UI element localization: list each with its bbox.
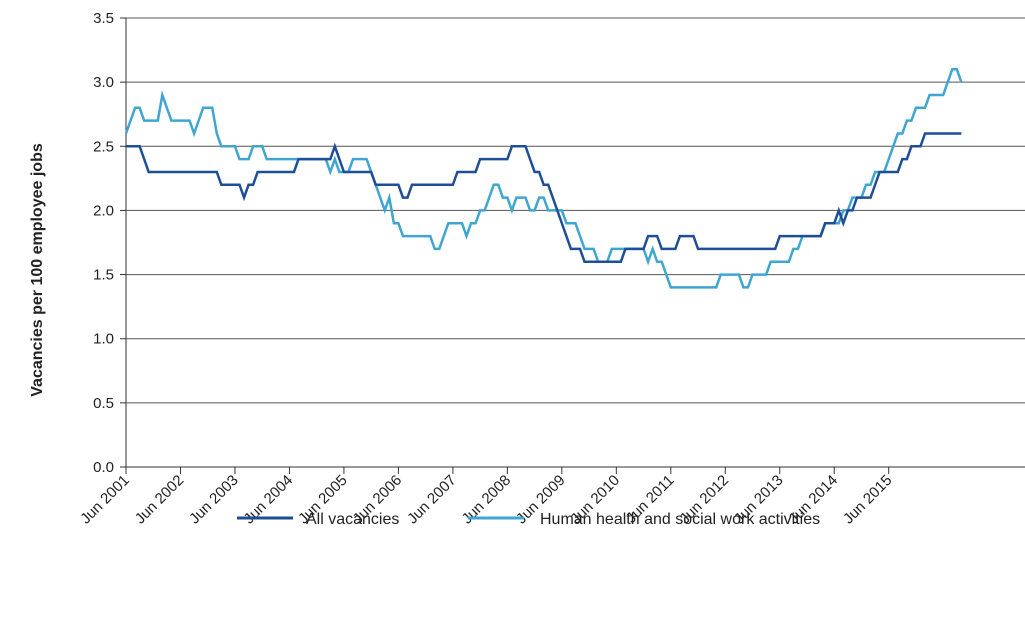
y-tick-label: 1.0 [93, 331, 114, 348]
x-tick-label: Jun 2003 [186, 472, 242, 528]
legend: All vacancies Human health and social wo… [237, 511, 820, 528]
gridlines [126, 17, 1025, 404]
x-tick-label: Jun 2001 [77, 472, 133, 528]
legend-label-human-health: Human health and social work activities [540, 511, 820, 528]
y-tick-label: 0.5 [93, 395, 114, 412]
legend-label-all-vacancies: All vacancies [306, 511, 399, 528]
series-line-all-vacancies [126, 132, 962, 263]
y-tick-label: 3.5 [93, 10, 114, 27]
series-line-human-health-and-social-work-activities [124, 68, 963, 289]
series-lines [124, 68, 963, 289]
axes [120, 17, 1025, 474]
x-tick-label: Jun 2015 [840, 472, 896, 528]
x-tick-label: Jun 2007 [404, 472, 460, 528]
y-axis-title: Vacancies per 100 employee jobs [29, 143, 46, 397]
y-tick-label: 1.5 [93, 267, 114, 284]
y-tick-label: 2.5 [93, 138, 114, 155]
y-tick-labels: 0.0 0.5 1.0 1.5 2.0 2.5 3.0 3.5 [93, 10, 114, 476]
y-tick-label: 2.0 [93, 202, 114, 219]
y-tick-label: 3.0 [93, 74, 114, 91]
y-tick-label: 0.0 [93, 459, 114, 476]
x-tick-label: Jun 2002 [132, 472, 188, 528]
